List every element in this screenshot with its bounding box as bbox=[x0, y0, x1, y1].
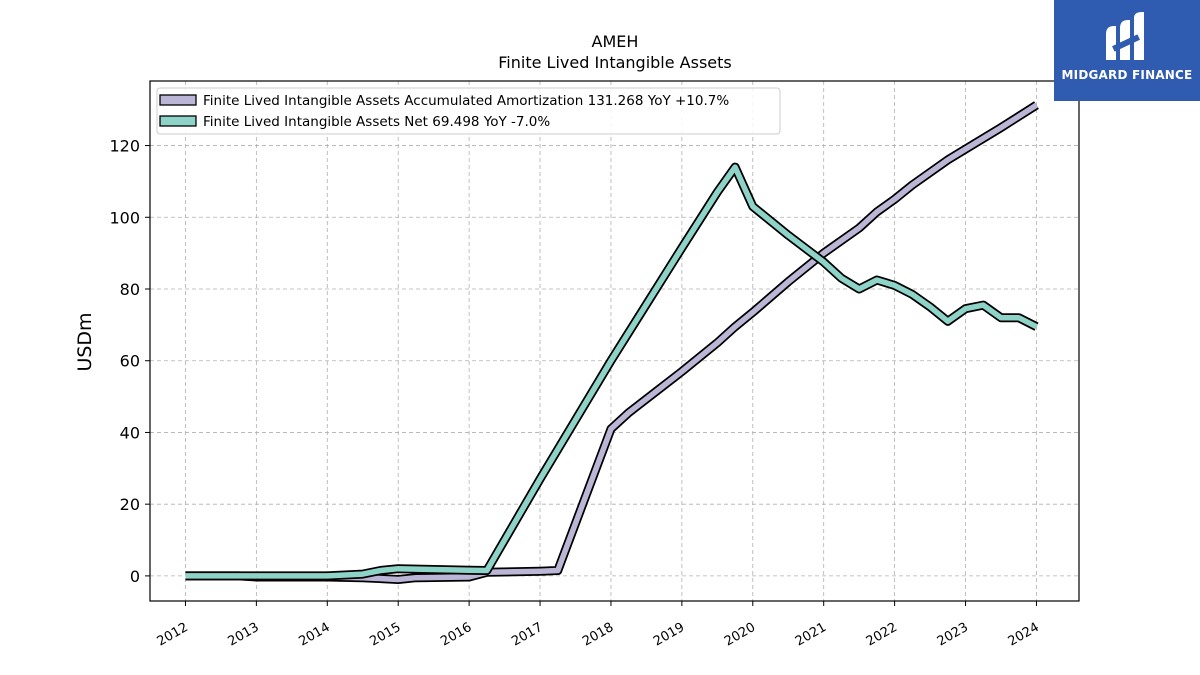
y-tick-label: 0 bbox=[130, 567, 140, 586]
midgard-logo-icon bbox=[1106, 12, 1144, 60]
x-tick-label: 2019 bbox=[651, 620, 687, 650]
y-tick-label: 60 bbox=[120, 352, 140, 371]
series-lines bbox=[185, 101, 1039, 584]
chart-title: AMEH bbox=[592, 32, 639, 51]
x-tick-label: 2013 bbox=[226, 620, 262, 650]
x-tick-label: 2021 bbox=[793, 620, 829, 650]
legend-swatch-net bbox=[159, 115, 197, 127]
legend-label-amortization: Finite Lived Intangible Assets Accumulat… bbox=[203, 93, 729, 109]
brand-name: MIDGARD FINANCE bbox=[1061, 68, 1193, 82]
y-tick-label: 100 bbox=[109, 208, 140, 227]
y-axis-label: USDm bbox=[74, 312, 96, 371]
x-tick-label: 2015 bbox=[367, 620, 403, 650]
y-tick-label: 40 bbox=[120, 423, 140, 442]
x-tick-label: 2023 bbox=[935, 620, 971, 650]
x-tick-label: 2012 bbox=[155, 620, 191, 650]
series-net-line bbox=[185, 164, 1038, 579]
grid bbox=[150, 81, 1079, 601]
x-tick-label: 2016 bbox=[438, 620, 474, 650]
y-tick-label: 80 bbox=[120, 280, 140, 299]
x-tick-label: 2020 bbox=[722, 620, 758, 650]
brand-logo: MIDGARD FINANCE bbox=[1054, 0, 1200, 101]
x-tick-label: 2017 bbox=[509, 620, 545, 650]
x-tick-label: 2018 bbox=[580, 620, 616, 650]
x-axis: 2012 2013 2014 2015 2016 2017 2018 2019 2020 2021… bbox=[155, 601, 1042, 649]
y-tick-label: 20 bbox=[120, 495, 140, 514]
legend: Finite Lived Intangible Assets Accumulat… bbox=[156, 87, 781, 135]
legend-box bbox=[156, 87, 781, 135]
x-tick-label: 2014 bbox=[296, 620, 332, 650]
x-tick-label: 2024 bbox=[1006, 620, 1042, 650]
y-axis: 0 20 40 60 80 100 120 bbox=[109, 137, 150, 586]
x-tick-label: 2022 bbox=[864, 620, 900, 650]
legend-swatch-amortization bbox=[159, 94, 197, 106]
chart-subtitle: Finite Lived Intangible Assets bbox=[498, 53, 731, 72]
plot-frame bbox=[149, 80, 1080, 602]
y-tick-label: 120 bbox=[109, 137, 140, 156]
legend-label-net: Finite Lived Intangible Assets Net 69.49… bbox=[203, 114, 550, 130]
